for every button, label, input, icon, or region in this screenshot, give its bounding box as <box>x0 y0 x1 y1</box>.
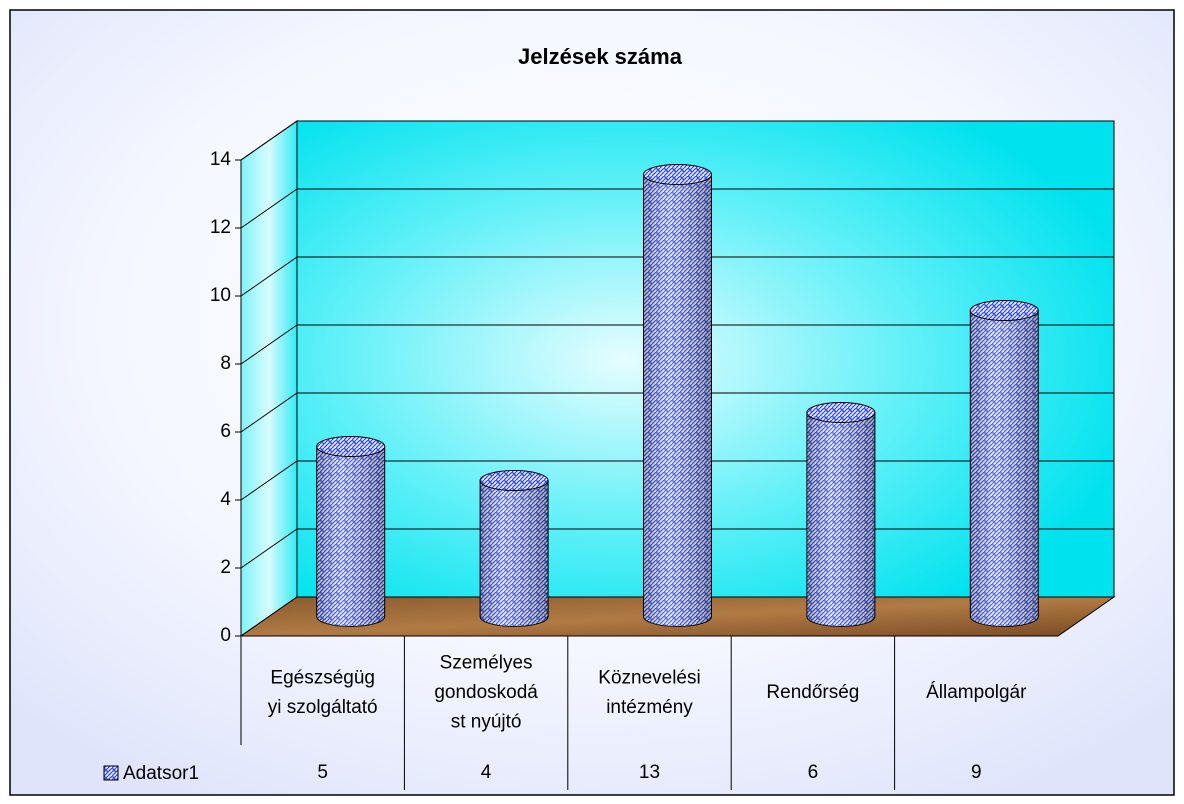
bar-shade <box>643 174 712 627</box>
bar-shade <box>970 310 1039 627</box>
bar-top <box>643 164 712 185</box>
table-value: 13 <box>639 762 660 783</box>
chart-title: Jelzések száma <box>518 44 683 69</box>
side-wall <box>240 120 298 637</box>
category-label: yi szolgáltató <box>268 697 378 718</box>
y-tick-label: 14 <box>210 149 232 170</box>
legend-label: Adatsor1 <box>123 763 199 784</box>
legend-key <box>103 765 119 781</box>
y-tick-label: 12 <box>210 217 231 238</box>
grid-line <box>240 256 1114 297</box>
grid-line <box>240 324 1114 365</box>
table-value: 5 <box>317 762 328 783</box>
table-value: 9 <box>971 762 982 783</box>
y-tick-label: 4 <box>220 489 231 510</box>
category-label: intézmény <box>606 697 693 718</box>
bar-top <box>969 300 1039 321</box>
category-label: st nyújtó <box>451 712 522 733</box>
bar-shade <box>316 446 385 627</box>
category-label: Egészségüg <box>270 667 375 688</box>
bar-shade <box>480 480 549 627</box>
grid-line <box>240 392 1114 433</box>
category-label: Rendőrség <box>766 682 859 703</box>
category-label: Személyes <box>440 653 533 674</box>
category-label: Állampolgár <box>926 682 1027 703</box>
table-value: 4 <box>481 762 492 783</box>
y-tick-label: 6 <box>220 421 231 442</box>
y-tick-label: 8 <box>220 353 231 374</box>
bar-top <box>479 470 549 491</box>
grid-line <box>240 188 1114 229</box>
y-tick-label: 0 <box>220 625 231 646</box>
category-label: gondoskodá <box>434 682 538 703</box>
grid-line <box>240 120 1114 161</box>
bar-top <box>806 402 876 423</box>
y-tick-label: 10 <box>210 285 231 306</box>
category-label: Köznevelési <box>598 667 700 688</box>
bar-top <box>316 436 386 457</box>
y-tick-label: 2 <box>220 557 231 578</box>
table-value: 6 <box>808 762 819 783</box>
bar-shade <box>806 412 875 627</box>
